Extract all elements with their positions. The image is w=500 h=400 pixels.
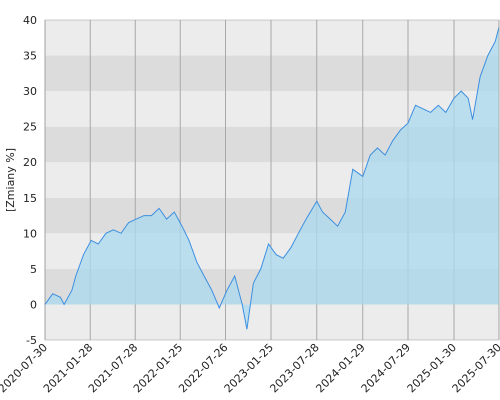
y-tick-label: 5 — [30, 263, 37, 276]
y-tick-label: 40 — [23, 14, 37, 27]
y-tick-label: 30 — [23, 85, 37, 98]
y-tick-label: 10 — [23, 227, 37, 240]
y-tick-label: -5 — [26, 334, 37, 347]
y-tick-label: 25 — [23, 121, 37, 134]
y-tick-label: 0 — [30, 298, 37, 311]
y-tick-label: 35 — [23, 50, 37, 63]
y-axis-title: [Zmiany %] — [4, 148, 17, 212]
line — [44, 26, 500, 330]
area — [45, 27, 499, 330]
band — [45, 20, 499, 56]
band — [45, 55, 499, 92]
y-tick-label: 20 — [23, 156, 37, 169]
band — [45, 304, 499, 340]
plot-border — [44, 19, 500, 341]
y-tick-label: 15 — [23, 192, 37, 205]
